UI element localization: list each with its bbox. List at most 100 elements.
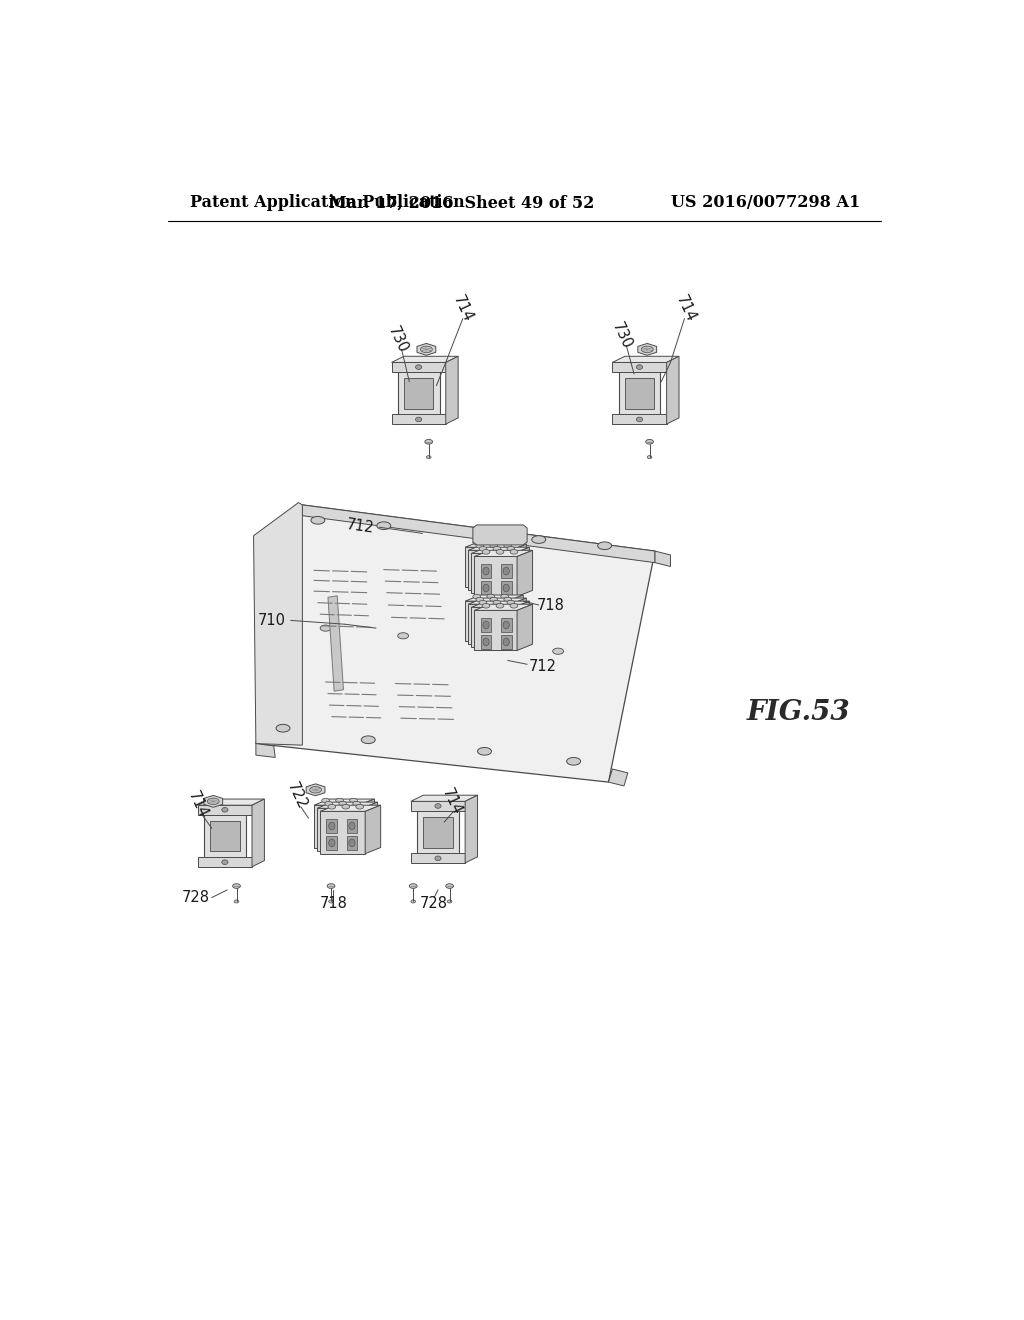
Ellipse shape: [480, 635, 486, 643]
Polygon shape: [667, 356, 679, 424]
Text: 718: 718: [537, 598, 564, 612]
Ellipse shape: [647, 455, 652, 459]
Polygon shape: [254, 503, 302, 744]
Polygon shape: [411, 795, 477, 801]
Ellipse shape: [477, 747, 492, 755]
Ellipse shape: [636, 417, 643, 422]
Ellipse shape: [479, 546, 486, 552]
Text: 728: 728: [420, 896, 449, 911]
Polygon shape: [608, 770, 628, 785]
Ellipse shape: [476, 544, 483, 548]
Ellipse shape: [473, 594, 480, 599]
Text: 714: 714: [674, 293, 698, 325]
Polygon shape: [517, 550, 532, 597]
Bar: [495, 612, 506, 626]
Bar: [340, 830, 351, 843]
Bar: [480, 635, 492, 649]
Ellipse shape: [477, 615, 483, 623]
Text: 718: 718: [319, 896, 347, 911]
Ellipse shape: [352, 801, 360, 807]
Ellipse shape: [361, 737, 375, 743]
Ellipse shape: [342, 804, 349, 809]
Polygon shape: [517, 605, 532, 651]
Text: 714: 714: [439, 785, 465, 817]
Polygon shape: [612, 363, 667, 372]
Bar: [495, 558, 506, 572]
Bar: [495, 628, 506, 643]
Text: 714: 714: [451, 293, 475, 325]
Polygon shape: [465, 541, 523, 548]
Polygon shape: [473, 525, 527, 545]
Polygon shape: [638, 343, 656, 355]
Bar: [471, 626, 482, 640]
Ellipse shape: [474, 558, 480, 566]
Bar: [492, 554, 503, 569]
Ellipse shape: [323, 816, 329, 824]
Ellipse shape: [343, 833, 349, 841]
Polygon shape: [468, 605, 511, 644]
Polygon shape: [391, 356, 458, 363]
Polygon shape: [468, 544, 526, 550]
Polygon shape: [474, 550, 532, 557]
Polygon shape: [198, 799, 264, 805]
Polygon shape: [474, 605, 532, 610]
Ellipse shape: [326, 818, 332, 826]
Ellipse shape: [504, 544, 512, 548]
Polygon shape: [317, 808, 362, 850]
Polygon shape: [508, 541, 523, 587]
Bar: [492, 572, 503, 586]
Ellipse shape: [483, 622, 489, 628]
Ellipse shape: [325, 801, 333, 807]
Ellipse shape: [494, 576, 500, 582]
Polygon shape: [612, 356, 679, 363]
Bar: [343, 816, 354, 830]
Ellipse shape: [480, 618, 486, 626]
Polygon shape: [445, 356, 458, 424]
Ellipse shape: [474, 612, 480, 619]
Ellipse shape: [232, 884, 241, 888]
Bar: [498, 578, 509, 591]
Polygon shape: [423, 817, 453, 847]
Bar: [474, 628, 485, 643]
Ellipse shape: [397, 632, 409, 639]
Ellipse shape: [447, 900, 452, 903]
Polygon shape: [514, 548, 529, 594]
Ellipse shape: [222, 859, 228, 865]
Ellipse shape: [410, 884, 417, 888]
Bar: [498, 632, 509, 645]
Text: 722: 722: [285, 780, 309, 812]
Ellipse shape: [329, 900, 334, 903]
Ellipse shape: [504, 597, 512, 602]
Ellipse shape: [497, 632, 503, 640]
Bar: [480, 618, 492, 632]
Ellipse shape: [435, 857, 441, 861]
Ellipse shape: [323, 833, 329, 841]
Ellipse shape: [480, 564, 486, 572]
Bar: [321, 813, 331, 826]
Polygon shape: [655, 552, 671, 566]
Ellipse shape: [343, 816, 349, 824]
Ellipse shape: [494, 558, 500, 566]
Bar: [327, 818, 337, 833]
Ellipse shape: [416, 364, 422, 370]
Ellipse shape: [480, 581, 486, 589]
Ellipse shape: [486, 540, 495, 545]
Bar: [480, 564, 492, 578]
Ellipse shape: [507, 601, 515, 605]
Ellipse shape: [346, 836, 352, 843]
Polygon shape: [471, 553, 514, 594]
Polygon shape: [471, 548, 529, 553]
Polygon shape: [417, 808, 459, 857]
Ellipse shape: [501, 594, 509, 599]
Ellipse shape: [503, 568, 509, 576]
Ellipse shape: [425, 440, 432, 444]
Bar: [480, 581, 492, 595]
Text: 730: 730: [385, 323, 411, 355]
Bar: [343, 833, 354, 847]
Bar: [346, 818, 357, 833]
Ellipse shape: [426, 455, 431, 459]
Bar: [340, 813, 351, 826]
Polygon shape: [204, 796, 222, 808]
Ellipse shape: [322, 799, 330, 803]
Polygon shape: [465, 548, 508, 587]
